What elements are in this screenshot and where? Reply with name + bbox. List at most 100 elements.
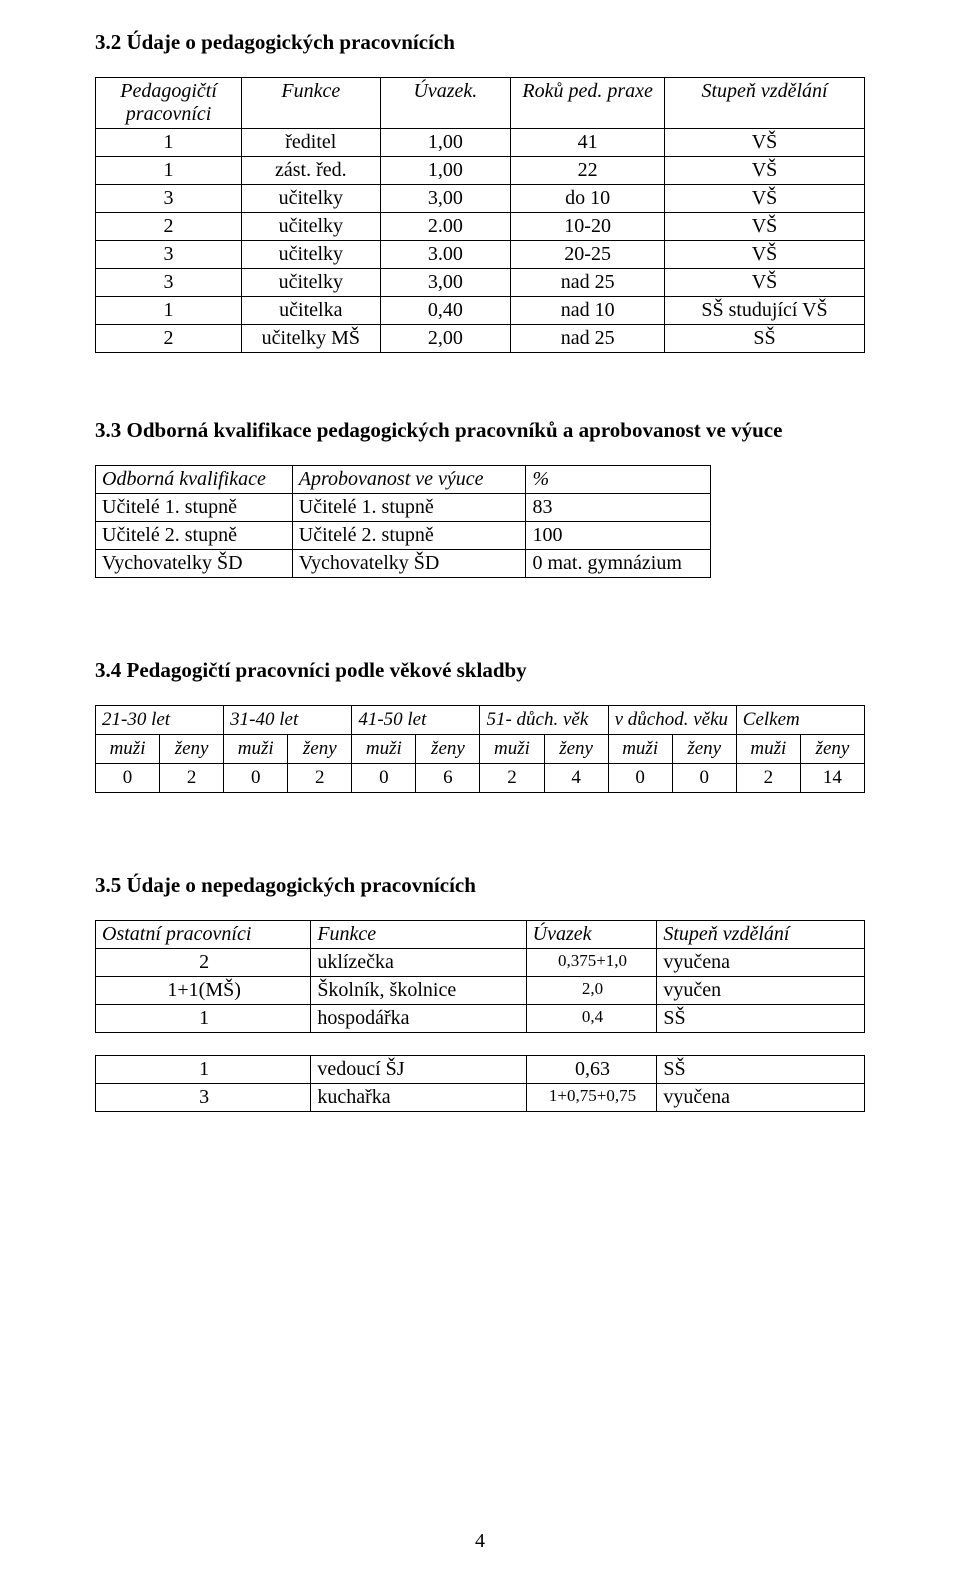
cell: VŠ — [665, 157, 865, 185]
cell: učitelky MŠ — [242, 325, 380, 353]
cell: nad 25 — [511, 269, 665, 297]
t1-h3: Úvazek. — [380, 78, 511, 129]
cell: Školník, školnice — [311, 977, 526, 1005]
cell: 2 — [736, 764, 800, 793]
table-row: 1ředitel1,0041VŠ — [96, 129, 865, 157]
cell: 6 — [416, 764, 480, 793]
cell: nad 25 — [511, 325, 665, 353]
cell: ženy — [288, 735, 352, 764]
cell: 0,4 — [526, 1005, 657, 1033]
cell: 3.00 — [380, 241, 511, 269]
cell: SŠ — [657, 1005, 865, 1033]
cell: 41-50 let — [352, 706, 480, 735]
t2-h3: % — [526, 466, 711, 494]
cell: 51- důch. věk — [480, 706, 608, 735]
table-row: 2učitelky2.0010-20VŠ — [96, 213, 865, 241]
cell: 20-25 — [511, 241, 665, 269]
table-row: 3učitelky3,00do 10VŠ — [96, 185, 865, 213]
table-nonped-1: Ostatní pracovníci Funkce Úvazek Stupeň … — [95, 920, 865, 1033]
cell: učitelky — [242, 269, 380, 297]
cell: muži — [224, 735, 288, 764]
cell: Vychovatelky ŠD — [292, 550, 526, 578]
cell: zást. řed. — [242, 157, 380, 185]
cell: 14 — [800, 764, 864, 793]
cell: 2 — [96, 949, 311, 977]
page-number: 4 — [0, 1530, 960, 1553]
cell: 3 — [96, 241, 242, 269]
cell: ženy — [416, 735, 480, 764]
table-row: Učitelé 1. stupněUčitelé 1. stupně83 — [96, 494, 711, 522]
cell: 3,00 — [380, 269, 511, 297]
cell: Učitelé 1. stupně — [96, 494, 293, 522]
cell: 2,00 — [380, 325, 511, 353]
cell: 41 — [511, 129, 665, 157]
cell: 31-40 let — [224, 706, 352, 735]
table-row: 1hospodářka0,4SŠ — [96, 1005, 865, 1033]
cell: muži — [480, 735, 544, 764]
cell: muži — [608, 735, 672, 764]
cell: učitelky — [242, 185, 380, 213]
cell: 10-20 — [511, 213, 665, 241]
t3-top-headers: 21-30 let 31-40 let 41-50 let 51- důch. … — [96, 706, 865, 735]
cell: Vychovatelky ŠD — [96, 550, 293, 578]
cell: nad 10 — [511, 297, 665, 325]
cell: 83 — [526, 494, 711, 522]
t1-h1: Pedagogičtí pracovníci — [96, 78, 242, 129]
cell: 0,40 — [380, 297, 511, 325]
cell: ředitel — [242, 129, 380, 157]
cell: 2 — [96, 213, 242, 241]
cell: VŠ — [665, 241, 865, 269]
document-page: 3.2 Údaje o pedagogických pracovnících P… — [0, 0, 960, 1578]
t2-h1: Odborná kvalifikace — [96, 466, 293, 494]
table-row: 1zást. řed.1,0022VŠ — [96, 157, 865, 185]
cell: 0 — [96, 764, 160, 793]
cell: Učitelé 2. stupně — [292, 522, 526, 550]
cell: 0 — [352, 764, 416, 793]
table-row: 1učitelka0,40nad 10SŠ studující VŠ — [96, 297, 865, 325]
cell: 3 — [96, 185, 242, 213]
cell: uklízečka — [311, 949, 526, 977]
cell: 1 — [96, 129, 242, 157]
cell: kuchařka — [311, 1084, 526, 1112]
cell: 22 — [511, 157, 665, 185]
t1-h2: Funkce — [242, 78, 380, 129]
cell: VŠ — [665, 129, 865, 157]
t3-gender-row: mužiženy mužiženy mužiženy mužiženy muži… — [96, 735, 865, 764]
cell: vedoucí ŠJ — [311, 1056, 526, 1084]
cell: muži — [736, 735, 800, 764]
cell: 0 — [672, 764, 736, 793]
cell: vyučena — [657, 949, 865, 977]
t3-values: 0 2 0 2 0 6 2 4 0 0 2 14 — [96, 764, 865, 793]
cell: Celkem — [736, 706, 864, 735]
table-row: Vychovatelky ŠDVychovatelky ŠD0 mat. gym… — [96, 550, 711, 578]
table-row: 2uklízečka0,375+1,0vyučena — [96, 949, 865, 977]
cell: 2,0 — [526, 977, 657, 1005]
cell: učitelky — [242, 213, 380, 241]
cell: 1 — [96, 297, 242, 325]
cell: 0,63 — [526, 1056, 657, 1084]
t1-h4: Roků ped. praxe — [511, 78, 665, 129]
table-row: 3kuchařka1+0,75+0,75vyučena — [96, 1084, 865, 1112]
table-row: 2učitelky MŠ2,00nad 25SŠ — [96, 325, 865, 353]
table-row: 3učitelky3.0020-25VŠ — [96, 241, 865, 269]
cell: 1 — [96, 1005, 311, 1033]
t1-h5: Stupeň vzdělání — [665, 78, 865, 129]
cell: vyučen — [657, 977, 865, 1005]
cell: 3,00 — [380, 185, 511, 213]
cell: 2 — [160, 764, 224, 793]
table-qualification: Odborná kvalifikace Aprobovanost ve výuc… — [95, 465, 711, 578]
cell: Učitelé 1. stupně — [292, 494, 526, 522]
t2-h2: Aprobovanost ve výuce — [292, 466, 526, 494]
cell: 0,375+1,0 — [526, 949, 657, 977]
cell: VŠ — [665, 269, 865, 297]
cell: 3 — [96, 269, 242, 297]
table-row: 1+1(MŠ)Školník, školnice2,0vyučen — [96, 977, 865, 1005]
cell: ženy — [800, 735, 864, 764]
cell: muži — [352, 735, 416, 764]
table-ped-staff: Pedagogičtí pracovníci Funkce Úvazek. Ro… — [95, 77, 865, 353]
cell: 2 — [288, 764, 352, 793]
t4-h1: Ostatní pracovníci — [96, 921, 311, 949]
cell: Učitelé 2. stupně — [96, 522, 293, 550]
cell: 2 — [480, 764, 544, 793]
cell: ženy — [544, 735, 608, 764]
